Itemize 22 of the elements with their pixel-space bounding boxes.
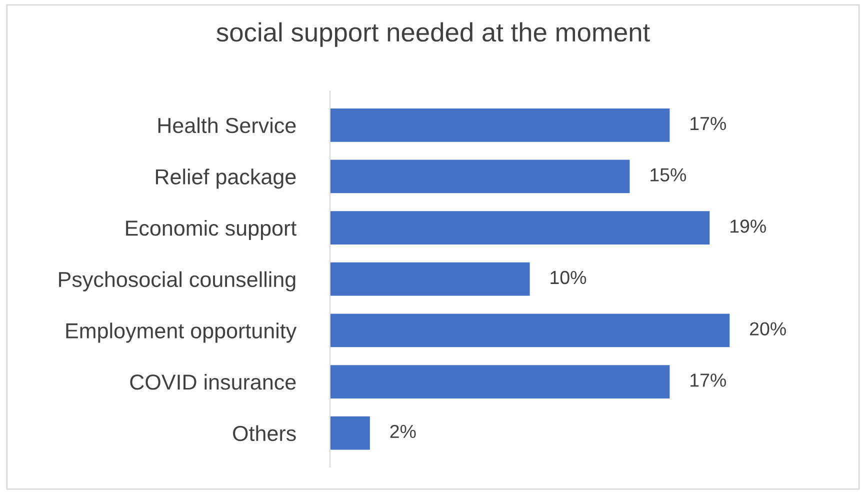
y-tick-label: Employment opportunity <box>66 322 297 343</box>
y-tick-label: Health Service <box>158 117 296 134</box>
y-tick-label: Others <box>233 425 296 442</box>
bar <box>330 365 670 398</box>
bar <box>330 314 730 348</box>
bar <box>330 160 630 194</box>
bar <box>330 416 370 450</box>
y-tick-label: COVID insurance <box>130 374 296 390</box>
data-label: 2% <box>390 424 416 438</box>
bar <box>330 262 530 296</box>
data-label: 10% <box>550 270 586 284</box>
data-label: 15% <box>650 168 686 182</box>
chart-title: social support needed at the moment <box>216 22 650 47</box>
data-label: 19% <box>730 220 766 233</box>
data-label: 20% <box>750 322 786 336</box>
data-label: 17% <box>690 116 726 130</box>
y-tick-label: Economic support <box>126 220 296 240</box>
y-tick-label: Psychosocial counselling <box>59 271 296 292</box>
y-tick-label: Relief package <box>156 168 296 189</box>
data-label: 17% <box>690 374 726 387</box>
bar <box>330 211 710 244</box>
bar <box>330 108 670 142</box>
